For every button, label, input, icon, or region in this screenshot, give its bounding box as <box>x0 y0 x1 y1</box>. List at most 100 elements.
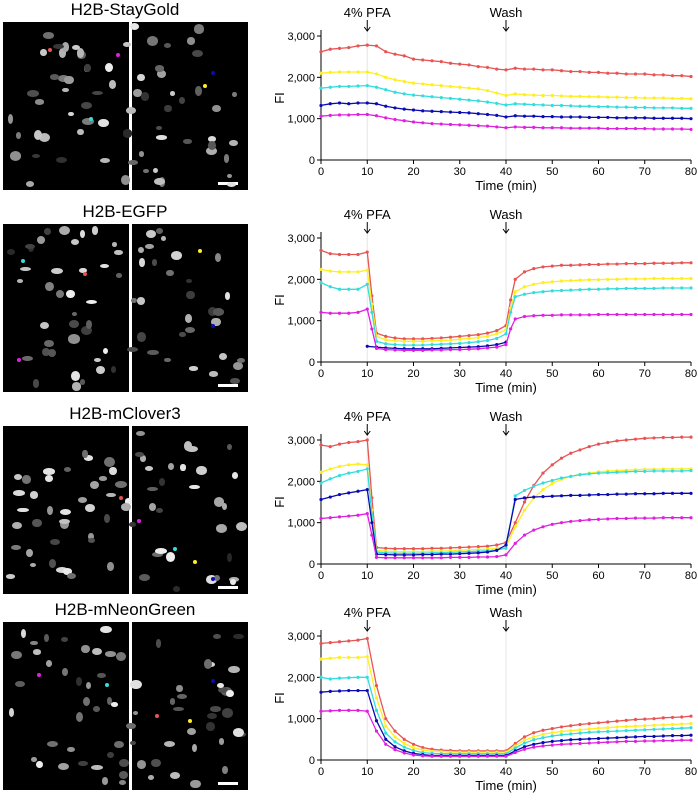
annotation-arrowhead <box>363 430 371 436</box>
cell-nucleus <box>154 65 164 72</box>
data-point <box>485 88 490 93</box>
data-point <box>328 311 332 315</box>
cell-nucleus <box>222 766 228 775</box>
data-point <box>670 516 675 520</box>
data-point <box>384 334 388 338</box>
data-point <box>680 435 684 439</box>
data-point <box>411 337 416 341</box>
data-point <box>615 262 619 266</box>
data-point <box>633 469 638 474</box>
data-point <box>319 497 323 502</box>
data-point <box>606 729 610 734</box>
cell-nucleus <box>25 243 36 249</box>
x-tick-label: 60 <box>592 368 604 380</box>
data-point <box>624 312 628 317</box>
data-point <box>569 94 573 98</box>
y-tick-label: 2,000 <box>287 274 315 286</box>
cell-nucleus <box>184 314 192 323</box>
cell-nucleus <box>106 562 114 571</box>
x-tick-label: 20 <box>407 368 419 380</box>
cell-nucleus <box>27 90 39 98</box>
data-point <box>421 748 425 752</box>
cell-marker <box>36 672 41 677</box>
cell-marker <box>47 48 52 53</box>
panel-egfp: H2B-EGFP 0 1,000 2,000 3,000 0 10 20 30 40 50 60 70… <box>0 202 698 402</box>
data-point <box>430 556 434 560</box>
data-point <box>384 737 388 741</box>
cell-nucleus <box>81 644 90 654</box>
data-point <box>356 688 360 693</box>
data-point <box>393 553 397 557</box>
cell-nucleus <box>16 278 24 283</box>
data-point <box>615 439 619 443</box>
cell-nucleus <box>152 167 158 173</box>
cell-nucleus <box>59 519 69 529</box>
data-point <box>513 66 517 70</box>
cell-nucleus <box>43 228 51 235</box>
image-divider <box>129 426 132 594</box>
x-tick-label: 80 <box>685 368 697 380</box>
data-point <box>569 126 573 130</box>
data-point <box>633 735 638 739</box>
data-point <box>689 491 693 495</box>
data-point <box>411 339 416 343</box>
data-point <box>365 70 369 74</box>
data-point <box>495 332 499 336</box>
data-point <box>550 103 554 108</box>
cell-nucleus <box>156 70 167 78</box>
cell-nucleus <box>147 36 159 47</box>
data-point <box>541 93 545 98</box>
data-point <box>448 754 453 758</box>
data-point <box>624 105 628 109</box>
data-point <box>670 261 675 265</box>
cell-nucleus <box>218 738 224 745</box>
data-point <box>439 60 443 64</box>
data-point <box>393 336 397 340</box>
data-point <box>430 348 434 352</box>
data-point <box>670 726 675 731</box>
data-point <box>337 70 342 74</box>
data-point <box>643 724 647 728</box>
data-point <box>633 286 638 291</box>
cell-nucleus <box>33 649 42 655</box>
data-point <box>652 96 656 100</box>
data-point <box>384 546 388 550</box>
data-point <box>550 494 554 498</box>
data-point <box>532 528 536 532</box>
x-tick-label: 10 <box>361 368 373 380</box>
cell-marker <box>155 714 160 719</box>
data-point <box>421 556 425 560</box>
annotation-label: 4% PFA <box>344 207 391 222</box>
data-point <box>680 276 684 281</box>
cell-nucleus <box>207 307 217 317</box>
cell-nucleus <box>184 327 195 334</box>
data-point <box>448 122 453 127</box>
x-tick-label: 60 <box>592 166 604 178</box>
data-point <box>356 440 360 444</box>
cell-nucleus <box>62 568 72 575</box>
data-point <box>643 516 647 520</box>
data-point <box>559 742 564 746</box>
cell-nucleus <box>208 141 217 150</box>
data-point <box>319 248 323 252</box>
data-point <box>550 264 554 268</box>
data-point <box>319 50 323 54</box>
data-point <box>347 113 351 117</box>
cell-nucleus <box>11 651 22 660</box>
cell-nucleus <box>146 486 159 492</box>
data-point <box>541 488 545 492</box>
data-point <box>439 336 443 340</box>
data-point <box>569 69 573 74</box>
x-tick-label: 40 <box>500 570 512 582</box>
data-point <box>532 735 536 739</box>
data-point <box>587 262 591 267</box>
x-tick-label: 40 <box>500 166 512 178</box>
data-point <box>393 745 397 749</box>
cell-nucleus <box>29 491 39 499</box>
cell-nucleus <box>191 743 197 753</box>
data-point <box>661 276 665 281</box>
data-point <box>615 470 619 474</box>
cell-nucleus <box>226 689 234 698</box>
cell-nucleus <box>16 132 22 139</box>
y-tick-label: 2,000 <box>287 72 315 84</box>
